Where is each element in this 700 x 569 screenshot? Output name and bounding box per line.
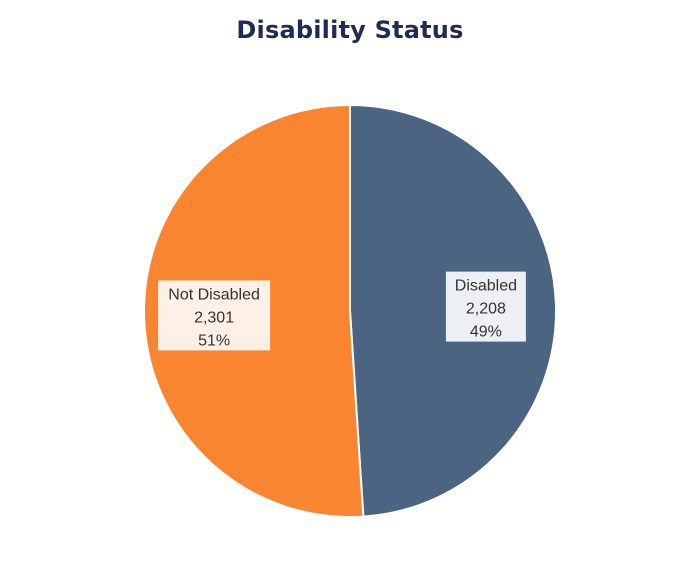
slice-label-name: Not Disabled [168, 286, 260, 303]
slice-label-value: 2,301 [194, 309, 234, 326]
slice-label-disabled: Disabled 2,208 49% [445, 271, 526, 342]
chart-title: Disability Status [236, 16, 464, 44]
slice-label-name: Disabled [455, 278, 517, 295]
slice-label-percent: 51% [198, 332, 230, 349]
slice-label-not-disabled: Not Disabled 2,301 51% [158, 280, 271, 351]
slice-label-value: 2,208 [466, 301, 506, 318]
slice-label-percent: 49% [470, 324, 502, 341]
slice-label-box [445, 271, 526, 342]
slice-label-box [158, 280, 271, 351]
